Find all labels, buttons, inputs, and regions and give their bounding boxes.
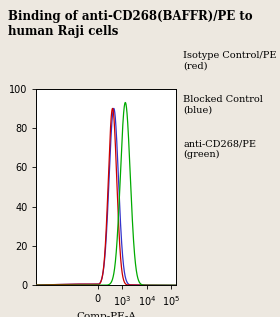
Text: Binding of anti-CD268(BAFFR)/PE to
human Raji cells: Binding of anti-CD268(BAFFR)/PE to human… [8,10,253,37]
Text: anti-CD268/PE
(green): anti-CD268/PE (green) [183,139,256,159]
Text: Blocked Control
(blue): Blocked Control (blue) [183,95,263,114]
Text: Isotype Control/PE
(red): Isotype Control/PE (red) [183,51,277,70]
X-axis label: Comp-PE-A: Comp-PE-A [76,312,136,317]
